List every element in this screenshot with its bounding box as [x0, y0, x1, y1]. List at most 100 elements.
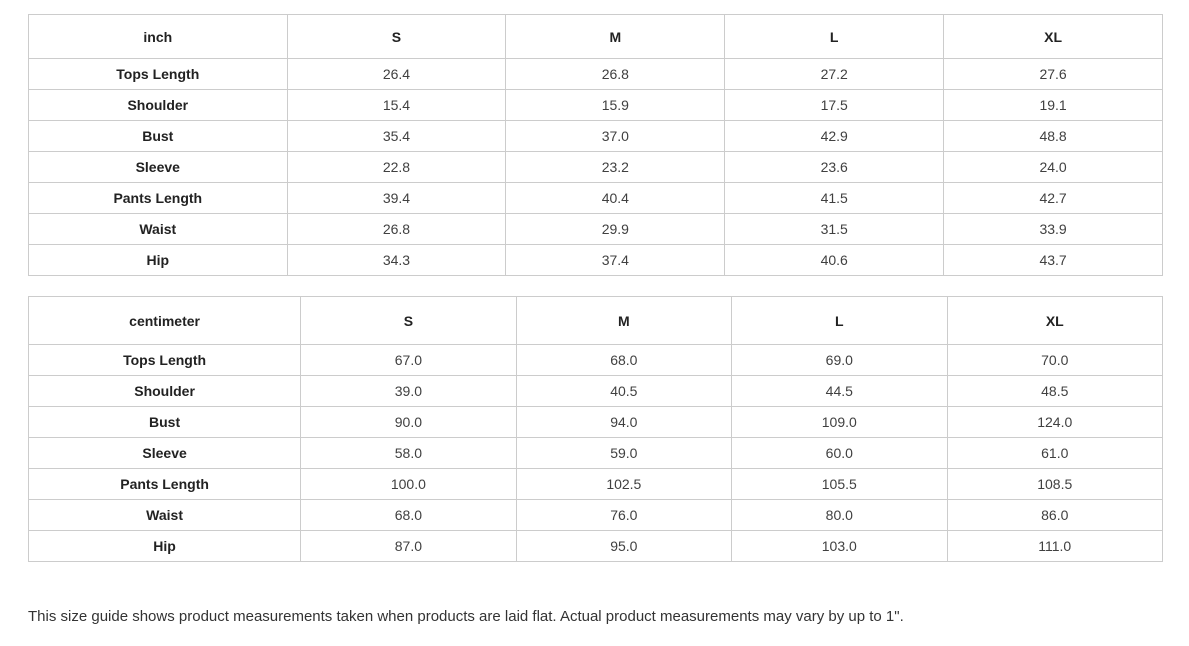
value-cell: 43.7	[943, 244, 1163, 276]
value-cell: 33.9	[943, 213, 1163, 245]
row-label-cell: Bust	[28, 120, 288, 152]
value-cell: 105.5	[731, 468, 948, 500]
table-row: Tops Length 67.0 68.0 69.0 70.0	[27, 344, 1164, 376]
value-cell: 22.8	[286, 151, 507, 183]
row-label-cell: Hip	[28, 244, 288, 276]
value-cell: 40.5	[515, 375, 733, 407]
value-cell: 102.5	[515, 468, 733, 500]
value-cell: 108.5	[946, 468, 1164, 500]
table-row: Hip 34.3 37.4 40.6 43.7	[28, 244, 1163, 276]
table-row: Sleeve 22.8 23.2 23.6 24.0	[28, 151, 1163, 183]
value-cell: 94.0	[515, 406, 733, 438]
value-cell: 40.4	[505, 182, 726, 214]
row-label-cell: Pants Length	[28, 182, 288, 214]
value-cell: 31.5	[724, 213, 945, 245]
value-cell: 100.0	[300, 468, 517, 500]
value-cell: 70.0	[946, 344, 1164, 376]
value-cell: 17.5	[724, 89, 945, 121]
row-label-cell: Tops Length	[28, 58, 288, 90]
row-label-cell: Waist	[28, 213, 288, 245]
table-row: Waist 68.0 76.0 80.0 86.0	[27, 499, 1164, 531]
header-row: centimeter S M L XL	[27, 296, 1164, 345]
row-label-cell: Shoulder	[27, 375, 302, 407]
unit-header-cell: inch	[28, 14, 288, 59]
value-cell: 41.5	[724, 182, 945, 214]
value-cell: 80.0	[731, 499, 948, 531]
value-cell: 48.5	[946, 375, 1164, 407]
table-row: Bust 35.4 37.0 42.9 48.8	[28, 120, 1163, 152]
value-cell: 23.6	[724, 151, 945, 183]
size-guide-section: inch S M L XL Tops Length 26.4 26.8 27.2 27.6 Shou…	[27, 14, 1164, 625]
value-cell: 34.3	[286, 244, 507, 276]
value-cell: 26.4	[286, 58, 507, 90]
value-cell: 39.0	[300, 375, 517, 407]
value-cell: 24.0	[943, 151, 1163, 183]
value-cell: 42.9	[724, 120, 945, 152]
size-header-cell: S	[286, 14, 507, 59]
value-cell: 40.6	[724, 244, 945, 276]
value-cell: 69.0	[731, 344, 948, 376]
unit-header-cell: centimeter	[27, 296, 302, 345]
size-header-cell: S	[300, 296, 517, 345]
value-cell: 26.8	[505, 58, 726, 90]
table-row: Pants Length 100.0 102.5 105.5 108.5	[27, 468, 1164, 500]
value-cell: 37.4	[505, 244, 726, 276]
table-row: Sleeve 58.0 59.0 60.0 61.0	[27, 437, 1164, 469]
table-row: Tops Length 26.4 26.8 27.2 27.6	[28, 58, 1163, 90]
table-row: Bust 90.0 94.0 109.0 124.0	[27, 406, 1164, 438]
size-header-cell: L	[731, 296, 948, 345]
table-row: Shoulder 15.4 15.9 17.5 19.1	[28, 89, 1163, 121]
value-cell: 15.4	[286, 89, 507, 121]
value-cell: 37.0	[505, 120, 726, 152]
value-cell: 39.4	[286, 182, 507, 214]
value-cell: 59.0	[515, 437, 733, 469]
value-cell: 15.9	[505, 89, 726, 121]
table-row: Hip 87.0 95.0 103.0 111.0	[27, 530, 1164, 562]
value-cell: 35.4	[286, 120, 507, 152]
value-cell: 109.0	[731, 406, 948, 438]
value-cell: 68.0	[515, 344, 733, 376]
value-cell: 27.6	[943, 58, 1163, 90]
row-label-cell: Pants Length	[27, 468, 302, 500]
size-header-cell: M	[515, 296, 733, 345]
row-label-cell: Sleeve	[28, 151, 288, 183]
value-cell: 76.0	[515, 499, 733, 531]
value-cell: 68.0	[300, 499, 517, 531]
row-label-cell: Waist	[27, 499, 302, 531]
size-header-cell: XL	[946, 296, 1164, 345]
size-header-cell: M	[505, 14, 726, 59]
value-cell: 29.9	[505, 213, 726, 245]
value-cell: 44.5	[731, 375, 948, 407]
value-cell: 95.0	[515, 530, 733, 562]
value-cell: 67.0	[300, 344, 517, 376]
value-cell: 87.0	[300, 530, 517, 562]
value-cell: 58.0	[300, 437, 517, 469]
value-cell: 42.7	[943, 182, 1163, 214]
row-label-cell: Sleeve	[27, 437, 302, 469]
value-cell: 86.0	[946, 499, 1164, 531]
table-row: Shoulder 39.0 40.5 44.5 48.5	[27, 375, 1164, 407]
value-cell: 111.0	[946, 530, 1164, 562]
size-table-inch: inch S M L XL Tops Length 26.4 26.8 27.2 27.6 Shou…	[28, 14, 1163, 276]
value-cell: 60.0	[731, 437, 948, 469]
value-cell: 48.8	[943, 120, 1163, 152]
size-guide-note: This size guide shows product measuremen…	[28, 608, 904, 625]
value-cell: 103.0	[731, 530, 948, 562]
value-cell: 19.1	[943, 89, 1163, 121]
table-row: Waist 26.8 29.9 31.5 33.9	[28, 213, 1163, 245]
size-header-cell: L	[724, 14, 945, 59]
value-cell: 90.0	[300, 406, 517, 438]
row-label-cell: Tops Length	[27, 344, 302, 376]
value-cell: 61.0	[946, 437, 1164, 469]
value-cell: 124.0	[946, 406, 1164, 438]
row-label-cell: Hip	[27, 530, 302, 562]
value-cell: 23.2	[505, 151, 726, 183]
row-label-cell: Shoulder	[28, 89, 288, 121]
value-cell: 27.2	[724, 58, 945, 90]
size-header-cell: XL	[943, 14, 1163, 59]
header-row: inch S M L XL	[28, 14, 1163, 59]
value-cell: 26.8	[286, 213, 507, 245]
row-label-cell: Bust	[27, 406, 302, 438]
size-table-centimeter: centimeter S M L XL Tops Length 67.0 68.0 69.0 70…	[27, 296, 1164, 562]
table-row: Pants Length 39.4 40.4 41.5 42.7	[28, 182, 1163, 214]
